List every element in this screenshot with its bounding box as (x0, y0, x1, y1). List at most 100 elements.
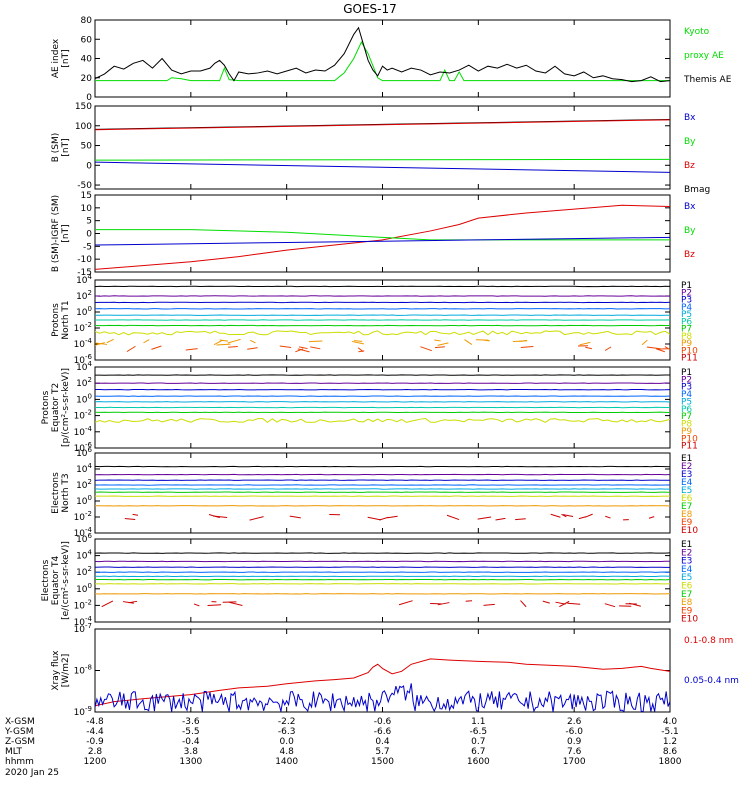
series-p9 (106, 338, 114, 344)
series-p10 (279, 345, 292, 348)
series-e10 (387, 515, 398, 519)
y-tick-label: 106 (76, 532, 92, 545)
series-p10 (358, 350, 365, 353)
series-e10 (398, 600, 413, 606)
y-tick-base: 10 (74, 428, 86, 438)
y-tick-label: 60 (81, 35, 93, 45)
y-tick-exp: -6 (85, 353, 93, 361)
series-p9 (308, 340, 323, 343)
series-p9 (481, 339, 490, 342)
legend-item: P2 (681, 288, 692, 298)
legend-item: By (684, 137, 696, 147)
y-tick-base: 10 (74, 356, 86, 366)
x-row-value: 7.6 (567, 747, 582, 757)
y-tick-exp: -8 (85, 664, 92, 672)
series-e10 (379, 516, 389, 521)
panel-ae: 0 20 40 60 80 AE index [nT] Kyoto proxy AE Themis… (51, 16, 732, 103)
y-tick-label: 80 (81, 16, 93, 26)
legend-item: P8 (681, 332, 692, 342)
panel-data (95, 658, 670, 712)
legend-item: P10 (681, 434, 698, 444)
panel-frame (94, 628, 671, 713)
series-p9 (143, 339, 150, 344)
y-tick-exp: -4 (85, 526, 93, 534)
y-tick-label: 100 (76, 305, 92, 318)
y-tick-base: 10 (74, 412, 86, 422)
series-bx (95, 161, 670, 173)
x-row-value: -5.1 (661, 727, 679, 737)
series-p10 (420, 346, 433, 352)
series-p10 (295, 348, 304, 353)
y-tick-exp: 0 (88, 392, 92, 400)
x-row-value: -2.2 (278, 717, 296, 727)
series-e10 (561, 513, 567, 518)
y-tick-base: 10 (74, 708, 86, 718)
series-bz (95, 204, 670, 270)
y-axis-label: North T1 (61, 300, 71, 339)
y-axis-label: [nT] (61, 224, 71, 242)
series-e10 (122, 601, 134, 604)
series-p9 (351, 340, 364, 345)
series-p10 (646, 346, 661, 350)
legend-item: E1 (681, 540, 692, 550)
legend-item: 0.05-0.4 nm (684, 676, 739, 686)
series-p9 (520, 339, 527, 342)
y-tick-label: 10-2 (74, 409, 92, 422)
y-tick-label: 102 (76, 289, 92, 302)
series-p9 (95, 342, 105, 346)
legend-item: P5 (681, 310, 692, 320)
y-tick-base: 10 (74, 444, 86, 454)
y-tick-label: 100 (76, 582, 92, 595)
series-by (95, 158, 670, 161)
y-axis-label: [e/(cm²-s-sr-keV)] (61, 541, 71, 620)
legend-item: P7 (681, 412, 692, 422)
series-p9 (437, 342, 449, 346)
x-row-value: -6.0 (565, 727, 583, 737)
series-bx (95, 236, 670, 246)
y-tick-label: 100 (76, 494, 92, 507)
x-row-value: 1500 (371, 757, 394, 767)
y-tick-label: 5 (86, 217, 92, 227)
legend-item: P1 (681, 281, 692, 291)
series-p9 (219, 339, 229, 342)
series-e10 (208, 514, 220, 519)
legend-item: E5 (681, 573, 692, 583)
legend-item: P7 (681, 325, 692, 335)
y-tick-label: 104 (76, 549, 92, 562)
series-p10 (520, 345, 534, 349)
series-0-1-0-8-nm (95, 658, 670, 707)
date-label: 2020 Jan 25 (5, 768, 59, 778)
y-tick-label: 10 (81, 204, 93, 214)
legend-item: P4 (681, 390, 692, 400)
y-axis-label: Equator T4 (51, 556, 61, 606)
series-e10 (567, 602, 581, 605)
series-e10 (559, 600, 570, 608)
panel-data (95, 374, 670, 423)
series-e10 (605, 515, 611, 519)
series-e10 (604, 603, 616, 608)
y-tick-label: 10-2 (74, 510, 92, 523)
y-tick-exp: -4 (85, 615, 93, 623)
x-row-value: -4.4 (86, 727, 104, 737)
x-row-value: 1400 (275, 757, 298, 767)
y-tick-label: -5 (83, 242, 92, 252)
y-tick-label: 102 (76, 565, 92, 578)
legend-item: 0.1-0.8 nm (684, 636, 733, 646)
y-tick-label: 10-4 (74, 526, 93, 539)
legend-item: E6 (681, 494, 693, 504)
y-axis-label: Protons (51, 303, 61, 337)
series-p9 (353, 340, 363, 342)
legend-item: E2 (681, 462, 692, 472)
legend-item: E9 (681, 606, 693, 616)
series-p10 (585, 346, 592, 350)
y-axis-label: Electrons (51, 472, 61, 514)
y-tick-base: 10 (74, 625, 86, 635)
series-p10 (310, 346, 321, 350)
x-row-value: -3.6 (182, 717, 200, 727)
legend-item: P5 (681, 397, 692, 407)
y-tick-exp: 2 (88, 289, 92, 297)
x-row-value: -0.4 (182, 737, 200, 747)
series-p9 (250, 339, 256, 344)
